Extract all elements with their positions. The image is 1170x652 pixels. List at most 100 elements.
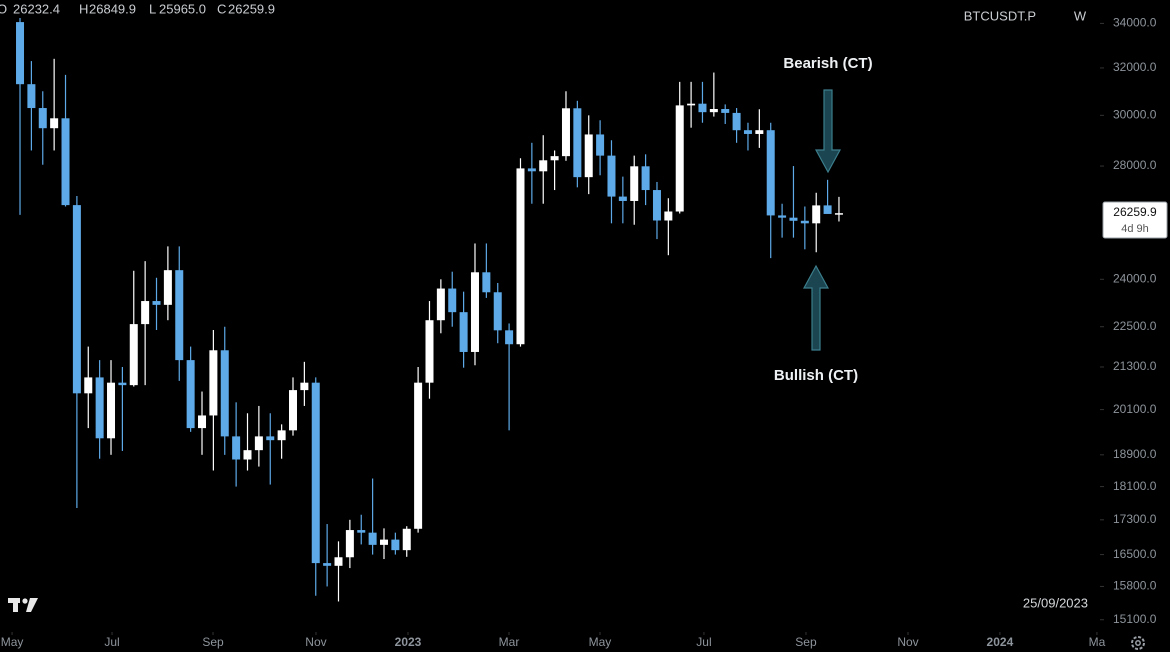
candle-body: [687, 103, 696, 106]
candle-body: [516, 168, 525, 345]
x-tick-label: Mar: [499, 635, 520, 649]
candle-body: [61, 118, 70, 206]
candle-body: [561, 108, 570, 157]
candle-body: [16, 22, 25, 85]
ohlc-value: 26232.4: [13, 1, 60, 16]
candle-body: [254, 436, 263, 451]
annotation: Bullish (CT): [774, 367, 858, 384]
x-tick-label: 2024: [987, 635, 1014, 649]
x-tick-label: Jul: [104, 635, 119, 649]
candle-body: [482, 272, 491, 293]
candle-body: [789, 217, 798, 221]
y-tick-label: 24000.0: [1113, 271, 1157, 285]
y-tick-label: 16500.0: [1113, 547, 1157, 561]
candle-body: [539, 160, 548, 172]
candles: [16, 18, 843, 602]
candle-body: [323, 563, 332, 566]
ohlc-value: 25965.0: [159, 1, 206, 16]
candle-body: [664, 211, 673, 221]
candle-body: [232, 436, 241, 460]
candle-body: [288, 390, 297, 431]
candle-body: [641, 166, 650, 191]
candle-body: [550, 156, 559, 161]
interval[interactable]: W: [1074, 8, 1087, 23]
candle-body: [357, 530, 366, 533]
candle-body: [778, 215, 787, 218]
price-tag: [1102, 201, 1168, 239]
candle-body: [198, 415, 207, 429]
candle-body: [379, 539, 388, 545]
candle-body: [345, 530, 354, 558]
candle-body: [209, 350, 218, 416]
candle-body: [368, 532, 377, 545]
candle-body: [448, 288, 457, 313]
candle-body: [50, 118, 59, 129]
ohlc-value: 26849.9: [89, 1, 136, 16]
annotation: Bearish (CT): [783, 55, 872, 72]
x-tick-label: May: [1, 635, 24, 649]
last-price: 26259.9: [1113, 205, 1157, 219]
candle-body: [243, 450, 252, 460]
candle-body: [311, 382, 320, 564]
x-tick-label: 2023: [395, 635, 422, 649]
y-tick-label: 15800.0: [1113, 579, 1157, 593]
ohlc-value: 26259.9: [228, 1, 275, 16]
y-tick-label: 28000.0: [1113, 158, 1157, 172]
settings-icon[interactable]: [1131, 636, 1145, 650]
bearish-arrow: [814, 89, 842, 174]
candle-body: [812, 205, 821, 224]
x-tick-label: Nov: [897, 635, 918, 649]
candle-body: [334, 557, 343, 566]
candle-body: [800, 220, 809, 224]
candle-body: [84, 377, 93, 394]
candle-body: [721, 109, 730, 113]
y-tick-label: 22500.0: [1113, 319, 1157, 333]
candle-body: [459, 312, 468, 352]
x-tick-label: Sep: [202, 635, 224, 649]
candle-body: [220, 350, 229, 437]
bullish-arrow: [802, 264, 830, 351]
candle-body: [618, 196, 627, 201]
candle-body: [425, 320, 434, 383]
candle-body: [436, 288, 445, 321]
symbol[interactable]: BTCUSDT.P: [964, 8, 1036, 23]
candle-body: [141, 301, 150, 325]
candle-body: [755, 130, 764, 134]
candle-body: [163, 270, 172, 305]
candle-body: [129, 324, 138, 386]
y-tick-label: 15100.0: [1113, 612, 1157, 626]
candle-body: [72, 205, 81, 394]
x-tick-label: Nov: [305, 635, 326, 649]
x-tick-label: Jul: [696, 635, 711, 649]
candle-body: [630, 166, 639, 201]
candle-body: [27, 84, 36, 109]
ohlc-key: H: [79, 1, 88, 16]
ohlc-key: C: [217, 1, 226, 16]
candle-body: [38, 108, 47, 129]
y-tick-label: 32000.0: [1113, 60, 1157, 74]
y-tick-label: 18900.0: [1113, 447, 1157, 461]
candle-body: [732, 112, 741, 131]
x-tick-label: Ma: [1089, 635, 1106, 649]
candle-body: [709, 109, 718, 113]
x-tick-label: May: [589, 635, 612, 649]
candle-body: [107, 382, 116, 439]
y-tick-label: 17300.0: [1113, 512, 1157, 526]
candle-body: [470, 272, 479, 352]
y-tick-label: 18100.0: [1113, 479, 1157, 493]
candle-body: [766, 130, 775, 216]
candle-body: [391, 539, 400, 551]
ohlc-key: L: [149, 1, 156, 16]
candle-body: [823, 205, 832, 214]
candle-body: [505, 330, 514, 345]
candle-body: [152, 301, 161, 305]
candle-body: [527, 168, 536, 172]
date-label: 25/09/2023: [1023, 595, 1088, 610]
candle-body: [584, 134, 593, 178]
candle-body: [300, 382, 309, 391]
ohlc-key: O: [0, 1, 7, 16]
candle-body: [118, 382, 127, 386]
y-tick-label: 21300.0: [1113, 359, 1157, 373]
